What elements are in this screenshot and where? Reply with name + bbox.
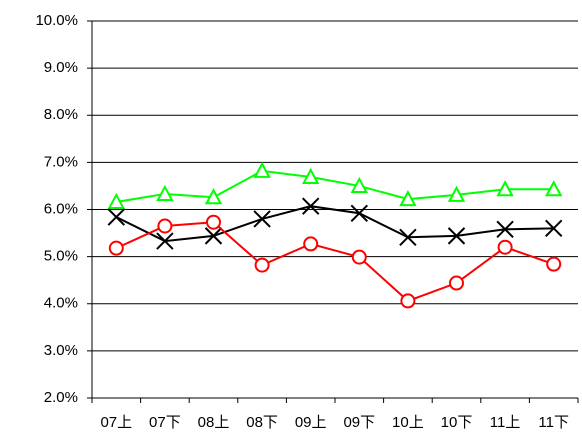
x-tick-label: 09上 (295, 414, 327, 431)
marker (303, 236, 319, 252)
y-tick-label: 3.0% (44, 342, 78, 359)
marker (447, 185, 466, 202)
marker (156, 232, 174, 250)
marker (350, 204, 369, 222)
marker (400, 293, 416, 309)
y-tick-label: 9.0% (44, 59, 78, 76)
y-tick-label: 4.0% (44, 295, 78, 312)
x-tick-label: 11上 (490, 414, 521, 431)
marker (544, 219, 563, 238)
marker (301, 197, 320, 215)
x-tick-label: 10上 (392, 414, 424, 431)
marker (302, 167, 320, 184)
series-line (116, 169, 554, 203)
x-tick-label: 08下 (246, 414, 278, 431)
marker (350, 176, 368, 193)
marker (206, 214, 221, 230)
marker (108, 240, 124, 256)
x-tick-label: 07下 (149, 414, 181, 431)
x-tick-label: 09下 (343, 414, 375, 431)
y-tick-label: 6.0% (44, 200, 78, 217)
y-tick-label: 7.0% (44, 153, 78, 170)
marker (546, 256, 562, 272)
marker (107, 192, 125, 209)
marker (156, 184, 174, 201)
marker (447, 227, 466, 245)
x-tick-label: 07上 (100, 414, 132, 431)
marker (545, 180, 563, 197)
series-line (115, 221, 555, 303)
marker (204, 188, 223, 205)
marker (253, 210, 271, 228)
marker (496, 180, 514, 197)
series-line (115, 205, 554, 243)
y-tick-label: 2.0% (44, 389, 78, 406)
marker (399, 190, 417, 207)
marker (204, 227, 223, 245)
marker (399, 228, 417, 247)
marker (253, 161, 271, 178)
y-tick-label: 8.0% (44, 106, 78, 123)
x-tick-label: 08上 (198, 414, 230, 431)
marker (449, 275, 464, 291)
y-tick-label: 10.0% (35, 12, 78, 29)
marker (157, 218, 173, 234)
x-tick-label: 11下 (538, 414, 569, 431)
marker (497, 239, 513, 255)
marker (254, 257, 270, 273)
marker (496, 220, 514, 238)
marker (351, 249, 367, 265)
x-tick-label: 10下 (441, 414, 473, 431)
marker (107, 208, 126, 226)
y-tick-label: 5.0% (44, 248, 78, 265)
